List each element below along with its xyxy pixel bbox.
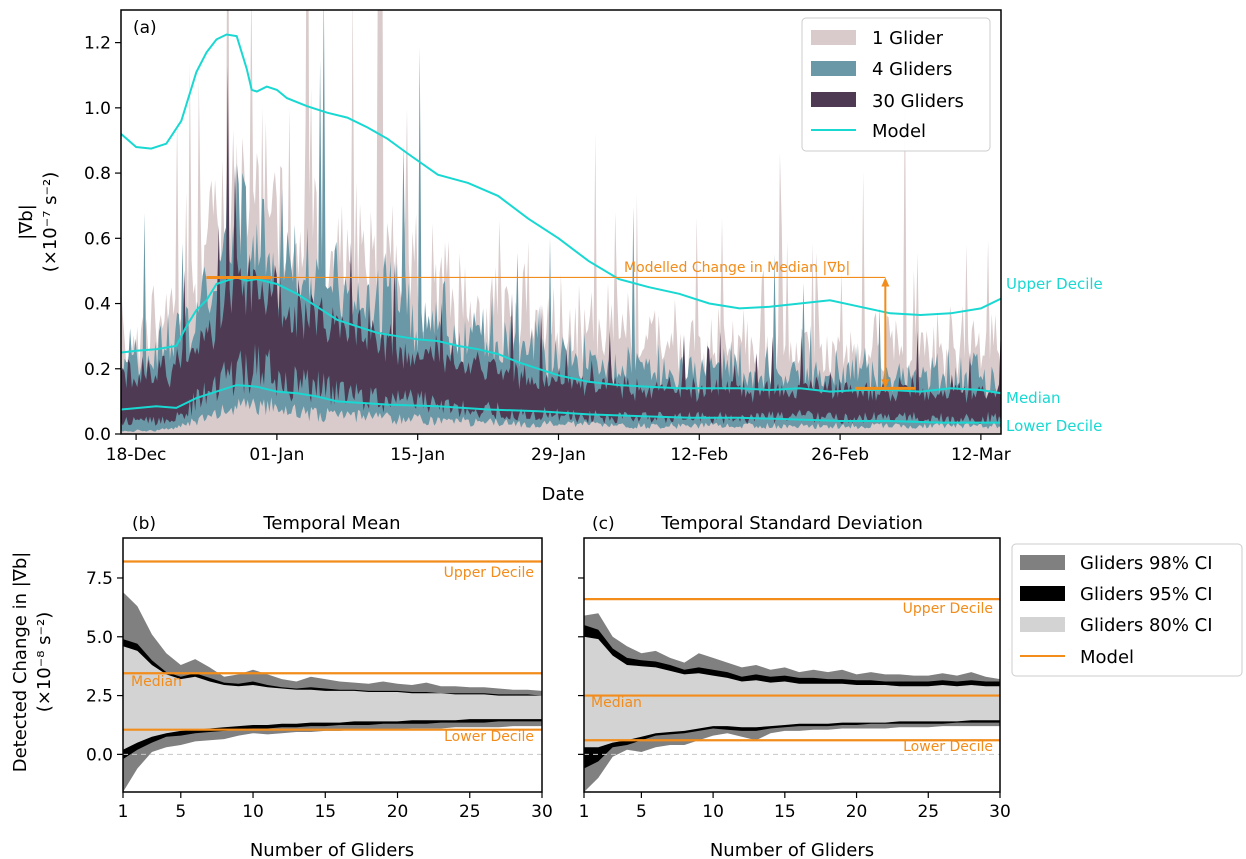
panel-b-upper-decile-label: Upper Decile [444, 565, 534, 581]
model-lower-decile-line [121, 384, 1001, 424]
panel-a-xtick-label: 01-Jan [249, 445, 304, 465]
panel_b-xtick-label: 25 [459, 802, 481, 822]
panel_b-xtick-label: 10 [242, 802, 264, 822]
panel_b-xtick-label: 30 [531, 802, 553, 822]
panel-a-xtick-label: 12-Feb [670, 445, 728, 465]
legend-panel-bc: Gliders 98% CI Gliders 95% CI Gliders 80… [1011, 543, 1243, 677]
panel-a-ytick-label: 1.0 [84, 99, 111, 119]
panel-a-axes: 0.0 0.2 0.4 0.6 0.8 1.0 1.2 18-Dec 01-Jan 15-Jan 2… [84, 34, 1011, 465]
panel-a-xtick-label: 15-Jan [390, 445, 445, 465]
panel-b-axes: 0.02.55.07.51 5 10 15 20 25 30 [86, 569, 553, 822]
panel-a-xtick-label: 18-Dec [106, 445, 167, 465]
panel_c-xtick-label: 1 [579, 802, 590, 822]
panel-a: 0.0 0.2 0.4 0.6 0.8 1.0 1.2 18-Dec 01-Jan 15-Jan 2… [16, 9, 1103, 505]
annotation-arrowhead-down [881, 379, 890, 389]
panel_c-xtick-label: 30 [989, 802, 1011, 822]
legend-panel-a: 1 Glider 4 Gliders 30 Gliders Model [801, 17, 991, 152]
panel_c-xtick-label: 20 [846, 802, 868, 822]
annotation-modelled-change: Modelled Change in Median |∇b| [624, 260, 850, 276]
side-label-lower-decile: Lower Decile [1006, 417, 1102, 435]
legend-label-1-glider: 1 Glider [872, 28, 944, 49]
panel_c-xtick-label: 10 [702, 802, 724, 822]
panel_b-ytick-label: 5.0 [86, 628, 113, 648]
panel-c: 1 5 10 15 20 25 30 (c) Temporal Standard Devia… [578, 513, 1011, 859]
panel_b-ytick-label: 7.5 [86, 569, 113, 589]
panel-b-median-label: Median [131, 674, 182, 690]
legend-label-ci98: Gliders 98% CI [1080, 553, 1213, 574]
panel-a-xtick-label: 12-Mar [951, 445, 1011, 465]
band-30-gliders [121, 65, 1001, 426]
panel-b-title: Temporal Mean [262, 513, 400, 534]
panel-b-label: (b) [132, 514, 156, 534]
panel_b-xtick-label: 5 [175, 802, 186, 822]
panel-a-ytick-label: 1.2 [84, 34, 111, 54]
legend-swatch-4-gliders [811, 61, 856, 76]
legend-label-ci95: Gliders 95% CI [1080, 584, 1213, 605]
panel_b-ci80-band [123, 646, 542, 750]
legend-label-4-gliders: 4 Gliders [872, 59, 952, 80]
panel-c-xlabel: Number of Gliders [710, 840, 874, 859]
panel-a-ylabel-line1: |∇b| [16, 204, 37, 240]
legend-swatch-ci80 [1020, 617, 1065, 632]
panel_c-xtick-label: 15 [774, 802, 796, 822]
legend-panel-bc-box [1011, 543, 1243, 677]
panel-b-lower-decile-label: Lower Decile [444, 729, 534, 745]
panel-b: 0.02.55.07.51 5 10 15 20 25 30 (b) Temporal Me… [10, 513, 553, 859]
panel-c-median-label: Median [591, 695, 642, 711]
panel_c-ci80-band [584, 636, 1000, 748]
side-label-upper-decile: Upper Decile [1006, 275, 1103, 293]
panel-c-lower-decile-label: Lower Decile [903, 739, 993, 755]
legend-swatch-ci95 [1020, 586, 1065, 601]
panel_b-ytick-label: 0.0 [86, 745, 113, 765]
panel-a-plot-area [121, 10, 1001, 434]
panel-b-ylabel-line1: Detected Change in |∇b| [10, 552, 31, 773]
panel-b-frame [122, 537, 543, 793]
panel-a-frame [120, 9, 1002, 435]
legend-panel-a-box [801, 17, 991, 152]
legend-label-model: Model [872, 121, 926, 142]
panel-c-title: Temporal Standard Deviation [660, 513, 923, 534]
panel_b-xtick-label: 20 [387, 802, 409, 822]
side-label-median: Median [1006, 389, 1061, 407]
panel_c-xtick-label: 25 [917, 802, 939, 822]
model-upper-decile-line [121, 33, 1001, 317]
legend-swatch-ci98 [1020, 555, 1065, 570]
panel-c-label: (c) [592, 514, 615, 534]
panel-a-ytick-label: 0.6 [84, 229, 111, 249]
legend-label-model-bc: Model [1080, 647, 1134, 668]
annotation-arrowhead-up [881, 277, 890, 287]
panel_b-xtick-label: 1 [118, 802, 129, 822]
panel-b-plot-area [123, 560, 542, 792]
panel-a-ylabel-line2: (×10⁻⁷ s⁻²) [40, 172, 61, 273]
panel-a-label: (a) [133, 18, 157, 38]
panel-c-axes: 1 5 10 15 20 25 30 [578, 577, 1011, 822]
legend-swatch-30-gliders [811, 92, 856, 107]
panel_b-ytick-label: 2.5 [86, 687, 113, 707]
legend-label-ci80: Gliders 80% CI [1080, 615, 1213, 636]
panel-a-xtick-label: 29-Jan [531, 445, 586, 465]
legend-swatch-1-glider [811, 30, 856, 45]
model-median-line [121, 276, 1001, 395]
panel-b-ylabel-line2: (×10⁻⁸ s⁻²) [34, 612, 55, 713]
panel-a-ytick-label: 0.0 [84, 425, 111, 445]
panel_c-xtick-label: 5 [636, 802, 647, 822]
panel-c-plot-area [584, 598, 1000, 792]
panel-c-upper-decile-label: Upper Decile [903, 601, 993, 617]
panel-a-xlabel: Date [541, 484, 584, 505]
band-4-gliders [121, 10, 1001, 432]
panel-c-frame [583, 537, 1001, 793]
panel_b-xtick-label: 15 [314, 802, 336, 822]
panel-a-ytick-label: 0.4 [84, 295, 111, 315]
panel-a-xtick-label: 26-Feb [811, 445, 869, 465]
panel-a-ytick-label: 0.8 [84, 164, 111, 184]
panel-a-ytick-label: 0.2 [84, 360, 111, 380]
panel-b-xlabel: Number of Gliders [250, 840, 414, 859]
legend-label-30-gliders: 30 Gliders [872, 91, 964, 112]
